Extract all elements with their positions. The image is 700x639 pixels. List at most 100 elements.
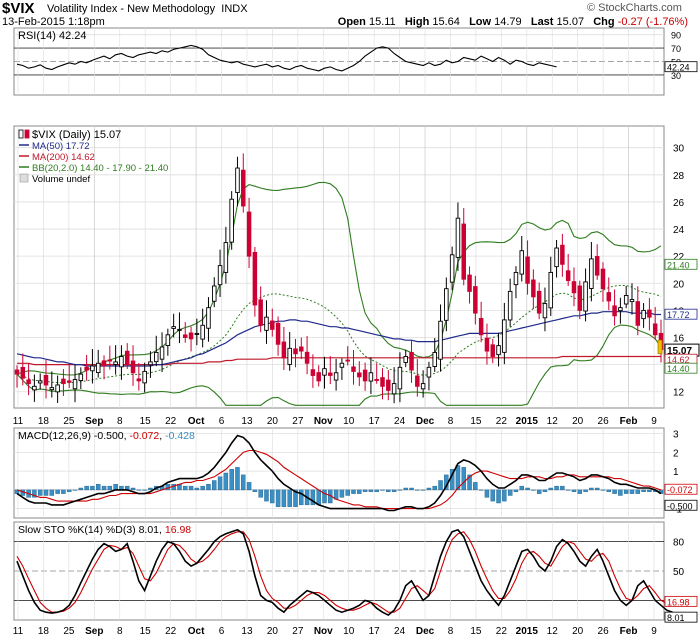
macd-histogram-bar — [270, 489, 275, 504]
macd-histogram-bar — [264, 489, 269, 502]
candle-body — [589, 258, 594, 289]
candle-body — [600, 268, 606, 290]
candle-body — [235, 167, 240, 194]
price-x-tick-label: 24 — [394, 416, 406, 427]
price-x-tick-label: 15 — [470, 416, 482, 427]
macd-histogram-bar — [78, 487, 84, 491]
candle-body — [490, 344, 495, 357]
sto-x-tick-label: Nov — [314, 626, 333, 637]
candle-body — [322, 368, 327, 376]
macd-value-box — [664, 499, 698, 511]
candle-body — [525, 256, 530, 284]
instrument-name: Volatility Index - New Methodology INDX — [47, 3, 248, 15]
candle-body — [229, 198, 234, 243]
candle-body — [339, 362, 345, 368]
ma50-line — [16, 311, 661, 367]
legend-entry: BB(20,2.0) 14.40 - 17.90 - 21.40 — [32, 163, 168, 174]
candle-body — [61, 378, 66, 385]
macd-histogram-bar — [258, 489, 263, 498]
candle-body — [90, 365, 95, 372]
candle-body — [136, 378, 142, 382]
sto-d-value-box — [664, 595, 698, 607]
candle-body — [507, 290, 513, 321]
candle-body — [130, 360, 136, 374]
sto-label-d: 16.98 — [165, 524, 191, 536]
candle-body — [241, 169, 246, 207]
candle-body — [583, 281, 588, 312]
candle-body — [449, 254, 455, 283]
price-tick-label: 26 — [673, 198, 685, 209]
candle-body — [368, 372, 374, 382]
macd-histogram-bar — [37, 489, 43, 496]
candle-body — [606, 292, 612, 302]
price-x-tick-label: 20 — [267, 416, 279, 427]
candle-body — [380, 377, 385, 387]
price-tick-label: 28 — [673, 171, 685, 182]
sto-x-tick-label: 13 — [241, 626, 253, 637]
candle-body — [432, 351, 437, 367]
candle-body — [293, 348, 298, 355]
macd-histogram-bar — [339, 489, 345, 498]
macd-histogram-bar — [142, 489, 147, 491]
candle-body — [194, 332, 200, 335]
macd-histogram-bar — [629, 489, 635, 494]
price-x-tick-label: 6 — [219, 416, 225, 427]
candle-body — [426, 366, 432, 378]
macd-histogram-bar — [386, 489, 391, 492]
price-x-tick-label: 15 — [140, 416, 152, 427]
macd-histogram-bar — [345, 489, 350, 496]
macd-histogram-bar — [484, 489, 490, 498]
high-value: 15.64 — [432, 16, 460, 28]
price-x-tick-label: 8 — [117, 416, 123, 427]
candle-body — [409, 351, 414, 371]
macd-histogram-bar — [235, 467, 240, 491]
candle-body — [275, 322, 281, 345]
watermark: © StockCharts.com — [587, 2, 682, 14]
sto-x-tick-label: 12 — [547, 626, 559, 637]
candle-body — [223, 242, 229, 273]
macd-histogram-bar — [316, 489, 321, 506]
sto-x-tick-label: 20 — [267, 626, 279, 637]
symbol: $VIX — [2, 0, 35, 17]
candle-body — [43, 375, 49, 386]
macd-histogram-bar — [467, 474, 472, 491]
candle-body — [641, 309, 646, 320]
sto-x-tick-label: 15 — [140, 626, 152, 637]
candle-body — [652, 323, 658, 336]
bb-lower-band — [16, 324, 662, 406]
candle-body — [415, 375, 420, 387]
candle-body — [548, 271, 554, 309]
sto-x-tick-label: Dec — [416, 626, 435, 637]
price-x-tick-label: 27 — [292, 416, 304, 427]
legend-entry: Volume undef — [32, 174, 90, 185]
macd-histogram-bar — [32, 489, 37, 498]
bb-upper-value-box — [664, 258, 698, 270]
candle-body — [159, 346, 165, 360]
price-x-tick-label: 26 — [598, 416, 610, 427]
macd-histogram-bar — [49, 489, 55, 496]
candle-body — [618, 307, 623, 312]
macd-histogram-bar — [246, 482, 252, 491]
sto-x-tick-label: 17 — [369, 626, 381, 637]
macd-histogram-bar — [84, 485, 89, 491]
candle-body — [333, 372, 339, 381]
price-tick-label: 16 — [673, 334, 685, 345]
candle-body — [212, 285, 217, 302]
rsi-tick-label: 30 — [671, 71, 681, 81]
legend-volume-icon — [19, 173, 29, 183]
macd-histogram-bar — [583, 489, 588, 492]
macd-panel-frame — [13, 427, 665, 519]
macd-histogram-bar — [90, 485, 95, 491]
macd-tick-label: 3 — [673, 430, 679, 441]
candle-body — [252, 251, 258, 306]
candle-body — [66, 380, 72, 383]
macd-histogram-bar — [502, 489, 507, 502]
macd-histogram-bar — [635, 489, 641, 494]
macd-histogram-bar — [101, 485, 107, 491]
low-label: Low — [469, 16, 492, 28]
macd-histogram-bar — [513, 489, 519, 492]
candle-body — [113, 361, 118, 365]
candle-body — [542, 303, 548, 319]
macd-histogram-bar — [600, 489, 606, 491]
macd-histogram-bar — [380, 489, 385, 491]
